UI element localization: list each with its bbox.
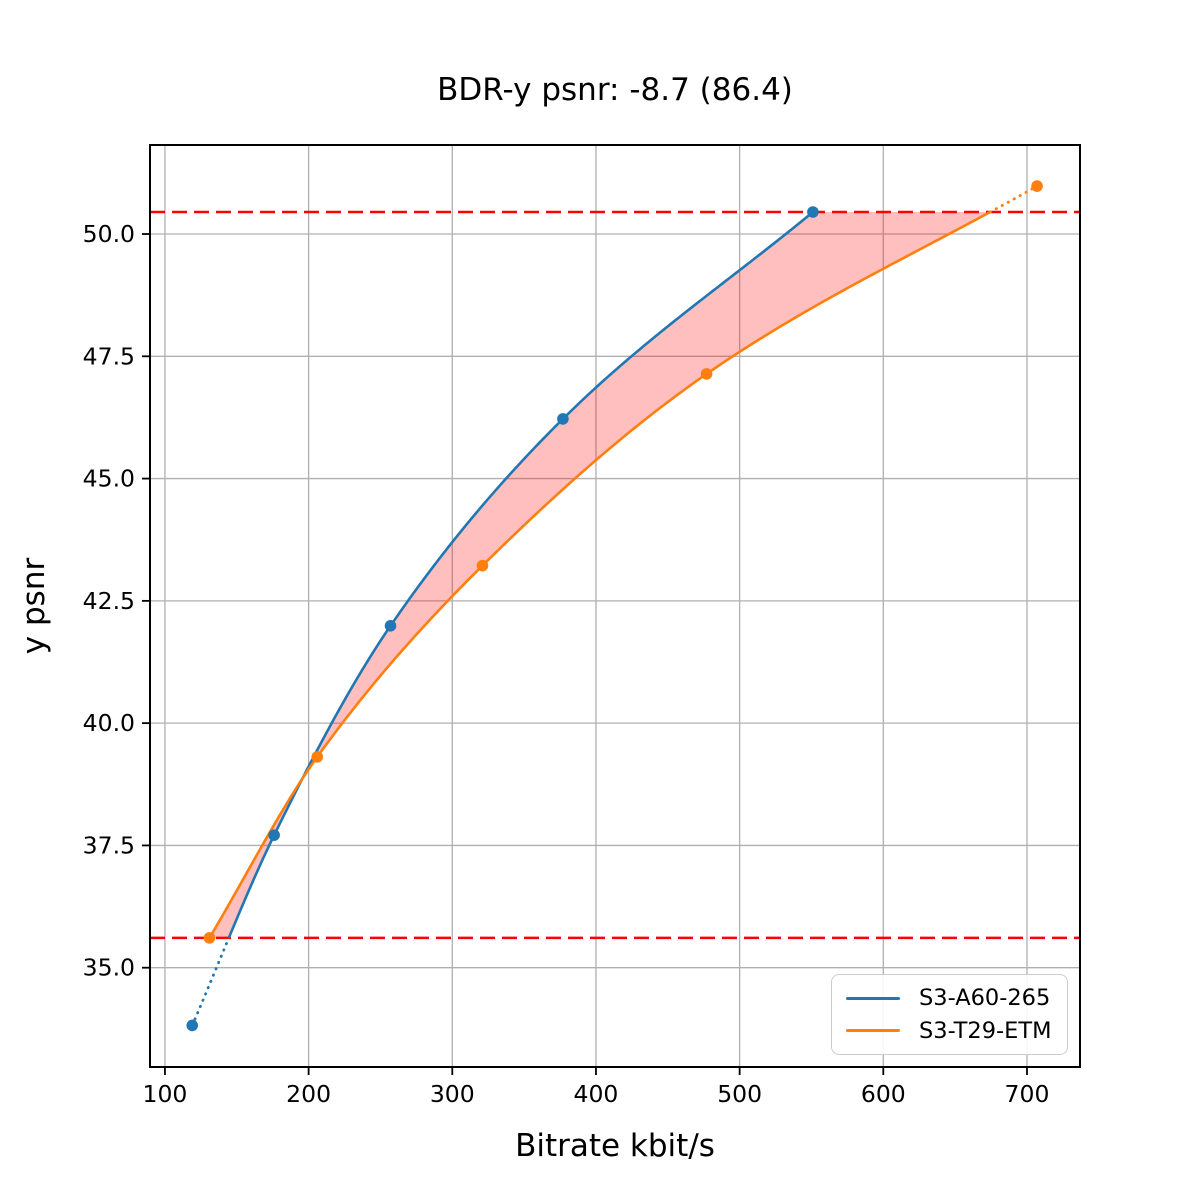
data-point bbox=[476, 559, 489, 572]
y-tick-label: 45.0 bbox=[83, 465, 135, 493]
y-tick-label: 37.5 bbox=[83, 831, 135, 859]
data-point bbox=[268, 829, 280, 841]
axis-ticks bbox=[142, 233, 1028, 1075]
data-point bbox=[557, 413, 569, 425]
series-line-dotted bbox=[988, 184, 1039, 214]
legend: S3-A60-265 S3-T29-ETM bbox=[831, 974, 1068, 1055]
x-tick-label: 500 bbox=[717, 1080, 762, 1108]
y-tick-labels: 35.0 37.5 40.0 42.5 45.0 47.5 50.0 bbox=[83, 220, 135, 982]
series-line-dotted bbox=[190, 936, 231, 1027]
x-tick-label: 300 bbox=[430, 1080, 475, 1108]
plot-border bbox=[149, 144, 1081, 1068]
x-tick-label: 100 bbox=[143, 1080, 188, 1108]
y-tick-label: 50.0 bbox=[83, 220, 135, 248]
data-point bbox=[807, 206, 819, 218]
data-point bbox=[384, 620, 397, 632]
data-point bbox=[311, 751, 324, 763]
legend-item: S3-A60-265 bbox=[846, 985, 1053, 1011]
y-tick-label: 35.0 bbox=[83, 954, 135, 982]
series-line-solid bbox=[227, 211, 814, 939]
legend-item: S3-T29-ETM bbox=[846, 1018, 1053, 1044]
data-point bbox=[203, 932, 216, 944]
x-tick-label: 200 bbox=[286, 1080, 331, 1108]
x-tick-labels: 100 200 300 400 500 600 700 bbox=[143, 1080, 1050, 1108]
axes-frame bbox=[149, 144, 1081, 1068]
bd-fill-region bbox=[209, 212, 991, 938]
bd-area bbox=[209, 212, 991, 938]
y-tick-label: 47.5 bbox=[83, 342, 135, 370]
data-point bbox=[700, 368, 713, 380]
legend-label: S3-A60-265 bbox=[919, 985, 1051, 1012]
x-axis-label: Bitrate kbit/s bbox=[515, 1128, 715, 1164]
series-curves bbox=[190, 184, 1039, 1027]
series-line-solid bbox=[208, 210, 991, 939]
gridlines bbox=[150, 145, 1080, 1067]
legend-line-sample-series-1 bbox=[846, 1029, 900, 1033]
chart-title: BDR-y psnr: -8.7 (86.4) bbox=[437, 72, 793, 108]
legend-label: S3-T29-ETM bbox=[919, 1017, 1052, 1044]
y-axis-label: y psnr bbox=[16, 557, 52, 655]
x-tick-label: 700 bbox=[1005, 1080, 1050, 1108]
reference-lines bbox=[150, 210, 1080, 940]
data-point bbox=[186, 1019, 199, 1032]
x-tick-label: 600 bbox=[861, 1080, 906, 1108]
data-point bbox=[1031, 180, 1043, 192]
y-tick-label: 40.0 bbox=[83, 709, 135, 737]
y-tick-label: 42.5 bbox=[83, 587, 135, 615]
data-point-markers bbox=[186, 180, 1043, 1032]
x-tick-label: 400 bbox=[574, 1080, 619, 1108]
legend-line-sample-series-0 bbox=[846, 996, 900, 1000]
